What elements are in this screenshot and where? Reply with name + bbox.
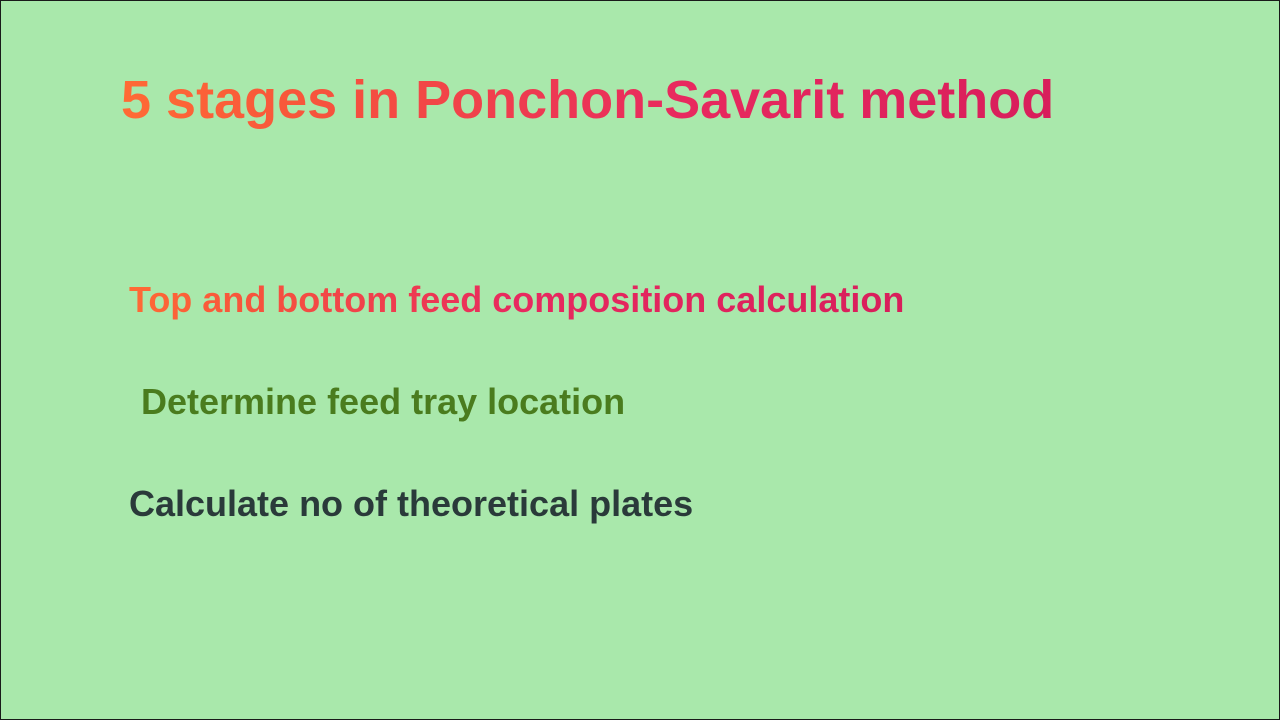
stage-item-2: Determine feed tray location (141, 381, 625, 423)
stage-item-1: Top and bottom feed composition calculat… (129, 279, 904, 321)
stage-item-3: Calculate no of theoretical plates (129, 483, 693, 525)
slide-title: 5 stages in Ponchon-Savarit method (121, 69, 1054, 131)
